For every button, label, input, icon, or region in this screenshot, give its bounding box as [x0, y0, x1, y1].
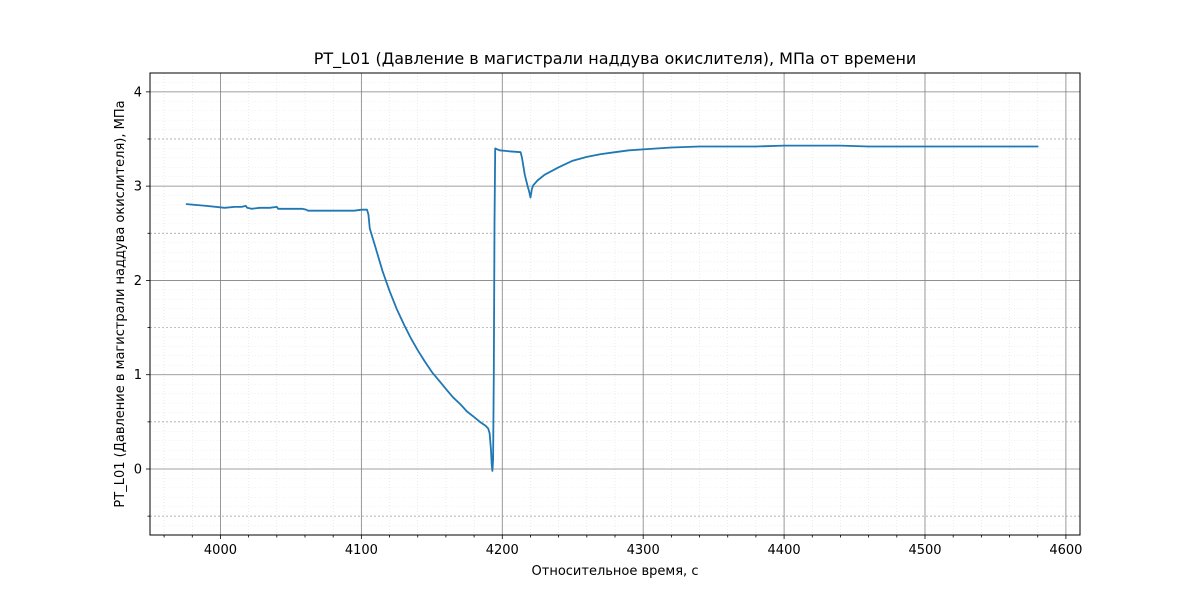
- x-tick-label: 4200: [486, 543, 519, 558]
- y-tick-label: 3: [134, 180, 142, 195]
- x-tick-label: 4400: [768, 543, 801, 558]
- x-tick-label: 4300: [627, 543, 660, 558]
- y-tick-label: 0: [134, 463, 142, 478]
- y-tick-label: 1: [134, 368, 142, 383]
- x-tick-label: 4600: [1049, 543, 1082, 558]
- chart-title: PT_L01 (Давление в магистрали наддува ок…: [314, 49, 917, 69]
- x-tick-label: 4500: [908, 543, 941, 558]
- x-axis-label: Относительное время, с: [532, 564, 699, 579]
- data-series-line: [185, 144, 1039, 472]
- x-tick-label: 4100: [345, 543, 378, 558]
- series-layer: [185, 144, 1039, 472]
- y-tick-label: 4: [134, 85, 142, 100]
- y-tick-label: 2: [134, 274, 142, 289]
- y-axis-label: PT_L01 (Давление в магистрали наддува ок…: [113, 100, 128, 507]
- ticks: 4000 4100 4200 4300 4400 4500 4600 0 1 2 3 4: [134, 85, 1083, 558]
- x-tick-label: 4000: [204, 543, 237, 558]
